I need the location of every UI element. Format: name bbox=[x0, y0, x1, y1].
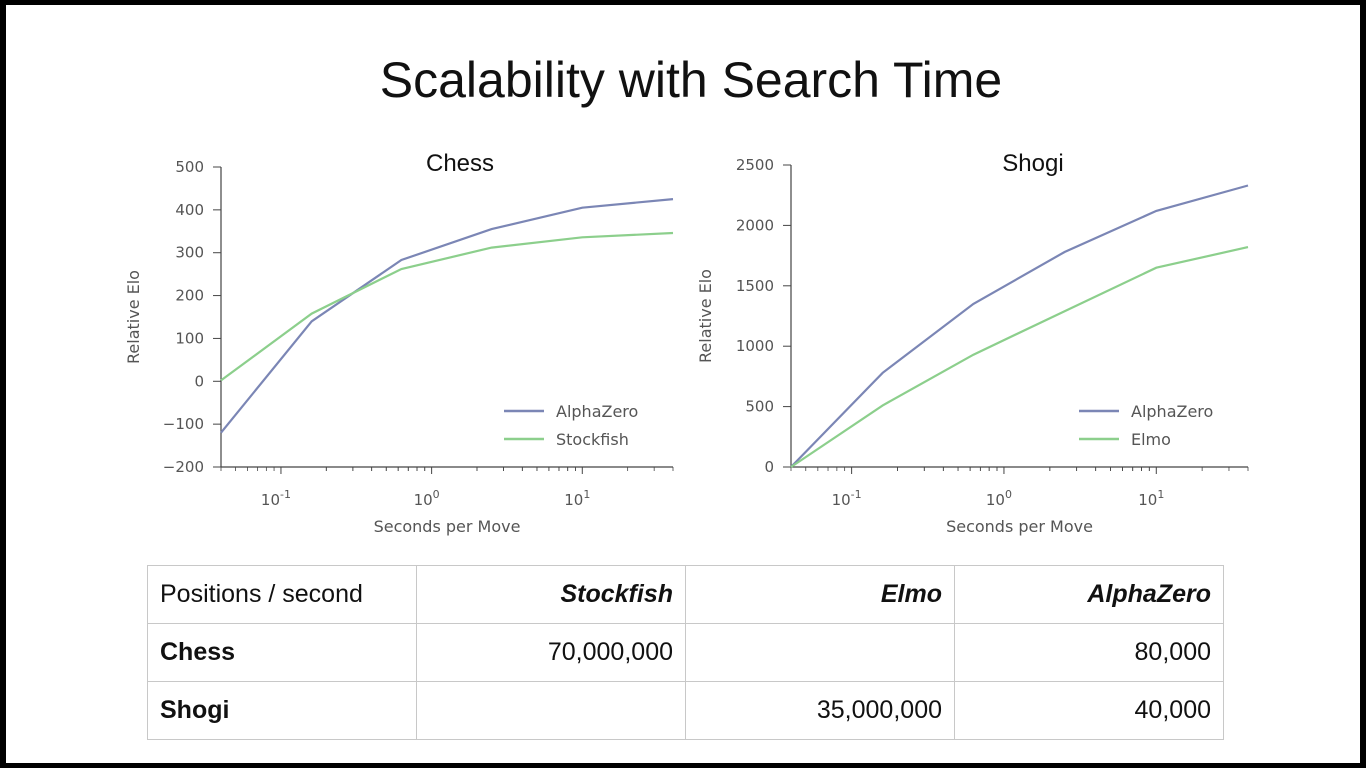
table-row: Chess 70,000,000 80,000 bbox=[147, 623, 1224, 682]
y-axis-label: Relative Elo bbox=[696, 269, 715, 363]
y-tick-label: 0 bbox=[194, 372, 204, 390]
chart-title: Chess bbox=[426, 150, 494, 177]
y-tick-label: 2000 bbox=[736, 216, 774, 234]
y-tick-label: 500 bbox=[745, 398, 774, 416]
y-tick-label: 500 bbox=[175, 158, 204, 176]
table-header-cell: AlphaZero bbox=[954, 565, 1224, 624]
table-cell: 70,000,000 bbox=[416, 623, 686, 682]
table-cell: 80,000 bbox=[954, 623, 1224, 682]
y-tick-label: −200 bbox=[163, 458, 204, 476]
table-row-label: Chess bbox=[147, 623, 417, 682]
y-tick-label: 1500 bbox=[736, 277, 774, 295]
x-axis-label: Seconds per Move bbox=[374, 517, 521, 536]
legend-label: AlphaZero bbox=[556, 402, 638, 421]
table-cell bbox=[685, 623, 955, 682]
table-header-row: Positions / second Stockfish Elmo AlphaZ… bbox=[147, 565, 1224, 624]
y-tick-label: 400 bbox=[175, 201, 204, 219]
y-tick-label: 100 bbox=[175, 329, 204, 347]
y-tick-label: 0 bbox=[764, 458, 774, 476]
shogi-chart: Shogi 0 500 1000 1500 2000 2500 10-1 100 101 Secon… bbox=[696, 150, 1249, 536]
x-tick-label: 100 bbox=[986, 488, 1012, 509]
slide: Scalability with Search Time Chess −200 −1… bbox=[6, 5, 1360, 763]
y-tick-label: 1000 bbox=[736, 337, 774, 355]
table-cell: 35,000,000 bbox=[685, 681, 955, 740]
y-tick-label: 2500 bbox=[736, 156, 774, 174]
y-axis-label: Relative Elo bbox=[124, 270, 143, 364]
x-tick-label: 101 bbox=[1138, 488, 1164, 509]
series-line-alphazero bbox=[790, 184, 1249, 468]
x-tick-label: 10-1 bbox=[832, 488, 862, 509]
slide-title: Scalability with Search Time bbox=[379, 52, 1003, 108]
y-tick-label: 300 bbox=[175, 244, 204, 262]
table-row: Shogi 35,000,000 40,000 bbox=[147, 681, 1224, 740]
y-tick-label: −100 bbox=[163, 415, 204, 433]
chart-title: Shogi bbox=[1002, 150, 1063, 177]
table-cell bbox=[416, 681, 686, 740]
table-header-cell: Stockfish bbox=[416, 565, 686, 624]
table-header-cell: Elmo bbox=[685, 565, 955, 624]
series-line-stockfish bbox=[220, 231, 674, 382]
series-line-elmo bbox=[790, 246, 1249, 468]
legend-label: Stockfish bbox=[556, 430, 629, 449]
series-line-alphazero bbox=[220, 198, 674, 434]
legend-label: Elmo bbox=[1131, 430, 1171, 449]
table-cell: 40,000 bbox=[954, 681, 1224, 740]
table-header-cell: Positions / second bbox=[147, 565, 417, 624]
x-axis-label: Seconds per Move bbox=[946, 517, 1093, 536]
legend-label: AlphaZero bbox=[1131, 402, 1213, 421]
table-row-label: Shogi bbox=[147, 681, 417, 740]
positions-per-second-table: Positions / second Stockfish Elmo AlphaZ… bbox=[147, 565, 1224, 740]
y-tick-label: 200 bbox=[175, 287, 204, 305]
